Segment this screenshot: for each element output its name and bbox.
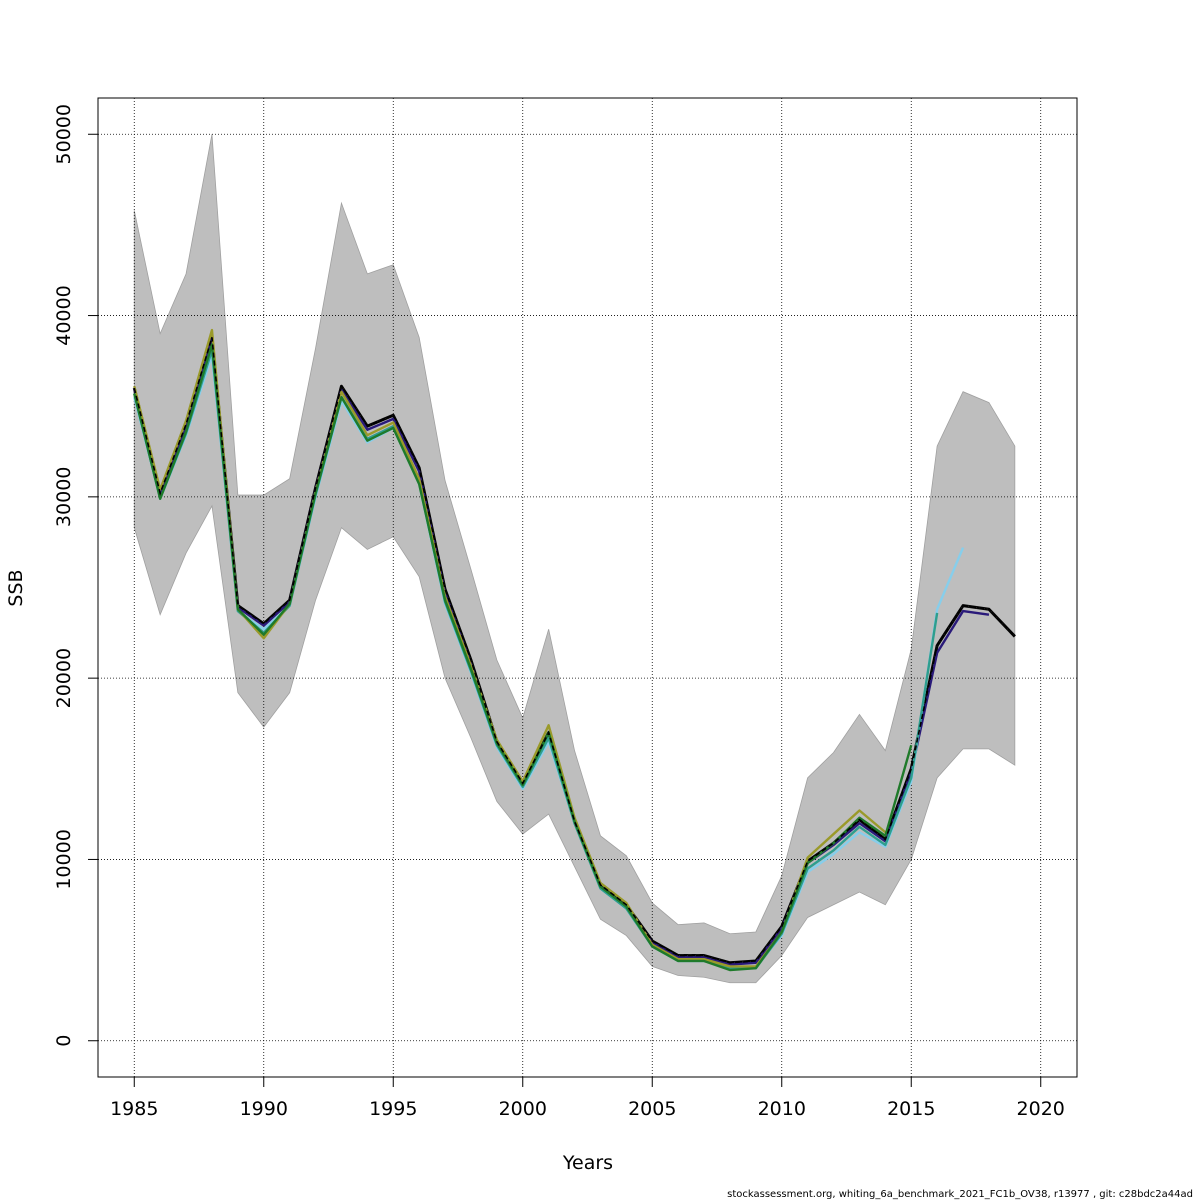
axis-layer: 1985 1990 1995 2000 2005 2010 2015 2020 0 10000 20… bbox=[53, 104, 1065, 1120]
confidence-band bbox=[133, 134, 1016, 984]
series-layer bbox=[132, 328, 1016, 972]
footer-text: stockassessment.org, whiting_6a_benchmar… bbox=[727, 1189, 1193, 1200]
x-axis-title: Years bbox=[562, 1152, 613, 1174]
x-tick-label: 1985 bbox=[110, 1098, 158, 1120]
y-tick-label: 30000 bbox=[53, 467, 75, 527]
y-tick-label: 50000 bbox=[53, 104, 75, 164]
y-tick-label: 20000 bbox=[53, 648, 75, 708]
x-tick-label: 1995 bbox=[369, 1098, 417, 1120]
y-tick-label: 40000 bbox=[53, 285, 75, 345]
x-tick-label: 2005 bbox=[628, 1098, 676, 1120]
y-tick-label: 0 bbox=[53, 1035, 75, 1047]
y-axis-title: SSB bbox=[5, 569, 27, 606]
series-line-0-overlay bbox=[133, 337, 1016, 964]
grid-layer bbox=[98, 98, 1077, 1077]
y-tick-label: 10000 bbox=[53, 829, 75, 889]
x-tick-label: 2020 bbox=[1017, 1098, 1065, 1120]
series-line-5 bbox=[133, 343, 913, 972]
confidence-band-layer bbox=[133, 134, 1016, 984]
x-tick-label: 2015 bbox=[887, 1098, 935, 1120]
plot-frame bbox=[97, 97, 1078, 1078]
x-tick-label: 1990 bbox=[240, 1098, 288, 1120]
x-tick-label: 2010 bbox=[758, 1098, 806, 1120]
x-tick-label: 2000 bbox=[499, 1098, 547, 1120]
